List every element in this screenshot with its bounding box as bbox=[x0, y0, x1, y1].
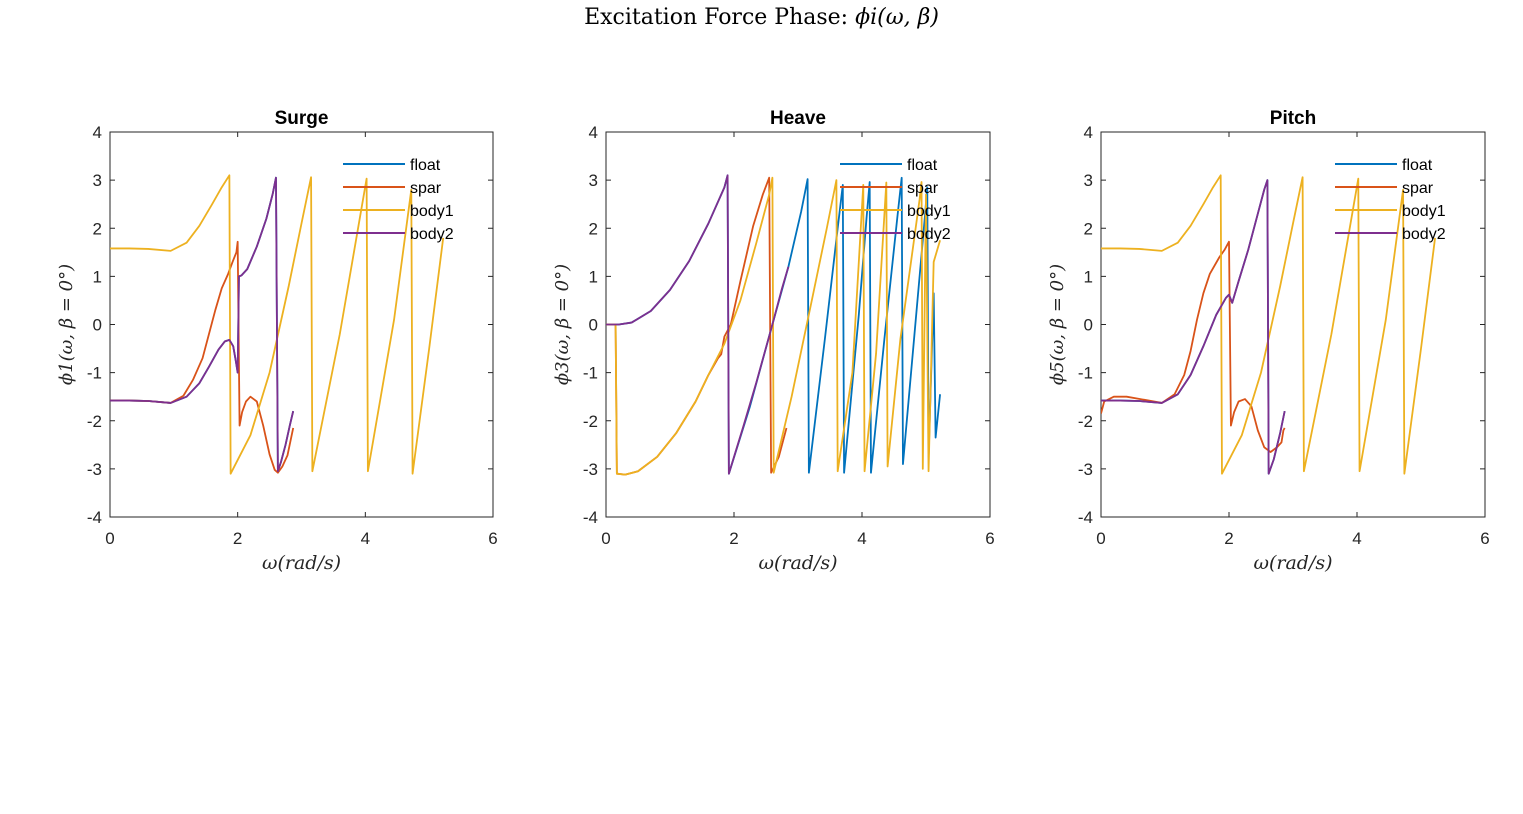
surge-ytick-label: 4 bbox=[93, 123, 102, 142]
surge-ytick-label: 0 bbox=[93, 316, 102, 335]
pitch-legend: float spar body1 body2 bbox=[1335, 157, 1446, 243]
surge-ytick-label: -2 bbox=[87, 412, 102, 431]
pitch-series-body2 bbox=[1101, 179, 1286, 475]
surge-ytick-label: -3 bbox=[87, 460, 102, 479]
heave-ylabel: ϕ3(ω, β = 0°) bbox=[552, 264, 573, 385]
pitch-legend-label-body1: body1 bbox=[1402, 203, 1446, 220]
surge-axes-box bbox=[109, 131, 494, 518]
pitch-panel: 0 2 4 6 -4 -3 -2 -1 0 1 2 3 4 Pitch ω(rad/s) ϕ5(ω, β = … bbox=[1047, 108, 1490, 574]
pitch-axes-box bbox=[1100, 131, 1486, 518]
heave-panel: 0 2 4 6 -4 -3 -2 -1 0 1 2 3 4 Heave ω(rad/s) ϕ3(ω, β = … bbox=[552, 108, 995, 574]
heave-ytick-label: -2 bbox=[583, 412, 598, 431]
pitch-series-group bbox=[1101, 174, 1436, 475]
figure-suptitle: Excitation Force Phase: ϕi(ω, β) bbox=[0, 5, 1523, 30]
heave-series-group bbox=[606, 174, 941, 476]
pitch-xlabel: ω(rad/s) bbox=[1253, 552, 1332, 574]
surge-ylabel: ϕ1(ω, β = 0°) bbox=[56, 264, 77, 385]
pitch-legend-label-float: float bbox=[1402, 157, 1433, 174]
surge-legend-label-body2: body2 bbox=[410, 226, 454, 243]
surge-xtick-label: 0 bbox=[105, 529, 114, 548]
heave-xtick-label: 4 bbox=[857, 529, 866, 548]
surge-legend: float spar body1 body2 bbox=[343, 157, 454, 243]
surge-xtick-label: 4 bbox=[361, 529, 370, 548]
heave-ytick-label: 4 bbox=[589, 123, 598, 142]
heave-legend-label-body1: body1 bbox=[907, 203, 951, 220]
heave-xtick-label: 2 bbox=[729, 529, 738, 548]
pitch-xtick-label: 6 bbox=[1480, 529, 1489, 548]
surge-xtick-label: 2 bbox=[233, 529, 242, 548]
heave-ytick-label: 3 bbox=[589, 171, 598, 190]
heave-legend-label-float: float bbox=[907, 157, 938, 174]
surge-ytick-label: 1 bbox=[93, 267, 102, 286]
heave-xtick-label: 6 bbox=[985, 529, 994, 548]
surge-xlabel: ω(rad/s) bbox=[262, 552, 341, 574]
heave-ytick-label: 0 bbox=[589, 316, 598, 335]
heave-ytick-label: 2 bbox=[589, 219, 598, 238]
pitch-ytick-label: -4 bbox=[1078, 508, 1093, 527]
pitch-ylabel: ϕ5(ω, β = 0°) bbox=[1047, 264, 1068, 385]
heave-series-body1 bbox=[606, 176, 941, 476]
pitch-ytick-label: 2 bbox=[1084, 219, 1093, 238]
surge-ytick-label: 2 bbox=[93, 219, 102, 238]
pitch-ytick-label: -1 bbox=[1078, 364, 1093, 383]
surge-series-group bbox=[110, 174, 445, 475]
heave-ytick-label: -1 bbox=[583, 364, 598, 383]
heave-legend-label-body2: body2 bbox=[907, 226, 951, 243]
surge-legend-label-body1: body1 bbox=[410, 203, 454, 220]
pitch-ytick-label: 3 bbox=[1084, 171, 1093, 190]
heave-title: Heave bbox=[770, 108, 826, 129]
surge-title: Surge bbox=[275, 108, 329, 129]
pitch-legend-label-spar: spar bbox=[1402, 180, 1434, 197]
suptitle-text: Excitation Force Phase: bbox=[584, 5, 856, 30]
surge-panel: 0 2 4 6 -4 -3 -2 -1 0 1 2 3 4 Surge ω(rad/s) ϕ1(ω, β = … bbox=[56, 108, 498, 574]
surge-ytick-label: -4 bbox=[87, 508, 102, 527]
heave-ytick-label: -4 bbox=[583, 508, 598, 527]
pitch-xtick-label: 0 bbox=[1096, 529, 1105, 548]
pitch-title: Pitch bbox=[1270, 108, 1316, 129]
heave-series-body2 bbox=[606, 174, 790, 475]
surge-series-spar bbox=[110, 240, 295, 474]
suptitle-math: ϕi(ω, β) bbox=[855, 5, 939, 30]
surge-series-body2 bbox=[110, 176, 295, 473]
pitch-legend-label-body2: body2 bbox=[1402, 226, 1446, 243]
pitch-ytick-label: -3 bbox=[1078, 460, 1093, 479]
heave-xlabel: ω(rad/s) bbox=[758, 552, 837, 574]
pitch-xtick-label: 4 bbox=[1352, 529, 1361, 548]
surge-ytick-label: -1 bbox=[87, 364, 102, 383]
pitch-ytick-label: -2 bbox=[1078, 412, 1093, 431]
pitch-xtick-label: 2 bbox=[1224, 529, 1233, 548]
surge-legend-label-spar: spar bbox=[410, 180, 442, 197]
heave-ytick-label: -3 bbox=[583, 460, 598, 479]
surge-ytick-label: 3 bbox=[93, 171, 102, 190]
heave-legend-label-spar: spar bbox=[907, 180, 939, 197]
pitch-series-body1 bbox=[1101, 174, 1436, 475]
surge-xtick-label: 6 bbox=[488, 529, 497, 548]
heave-legend: float spar body1 body2 bbox=[840, 157, 951, 243]
pitch-ytick-label: 0 bbox=[1084, 316, 1093, 335]
pitch-ytick-label: 4 bbox=[1084, 123, 1093, 142]
surge-series-body1 bbox=[110, 174, 445, 475]
heave-xtick-label: 0 bbox=[601, 529, 610, 548]
heave-ytick-label: 1 bbox=[589, 267, 598, 286]
surge-legend-label-float: float bbox=[410, 157, 441, 174]
pitch-ytick-label: 1 bbox=[1084, 267, 1093, 286]
